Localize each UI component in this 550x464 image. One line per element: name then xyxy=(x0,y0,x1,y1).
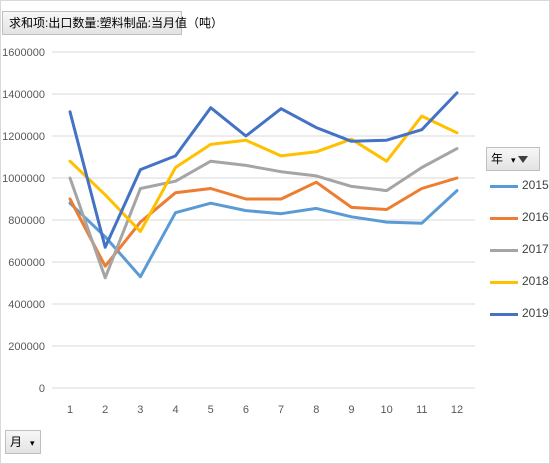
x-tick-label: 11 xyxy=(416,404,427,416)
series-line-2017[interactable] xyxy=(68,147,459,280)
y-tick-label: 1000000 xyxy=(2,173,45,185)
month-field-label: 月 xyxy=(10,435,23,449)
year-field-button[interactable]: 年 ▾ xyxy=(486,147,540,171)
legend-label: 2018 xyxy=(522,274,549,288)
legend-label: 2015 xyxy=(522,178,549,192)
legend-swatch xyxy=(490,313,518,316)
filter-icon[interactable] xyxy=(517,156,528,164)
x-tick-label: 2 xyxy=(102,404,108,416)
legend-item-2015[interactable]: 2015 xyxy=(490,177,550,209)
y-tick-label: 200000 xyxy=(8,341,45,353)
series-line-2016[interactable] xyxy=(68,176,459,268)
value-field-button[interactable]: 求和项:出口数量:塑料制品:当月值（吨） xyxy=(2,11,223,35)
y-tick-label: 0 xyxy=(39,383,45,395)
x-tick-label: 6 xyxy=(243,404,249,416)
y-tick-label: 1400000 xyxy=(2,89,45,101)
legend-item-2018[interactable]: 2018 xyxy=(490,273,550,305)
series-line-2018[interactable] xyxy=(68,114,459,233)
series-line-2019[interactable] xyxy=(68,91,459,249)
y-tick-label: 800000 xyxy=(8,215,45,227)
legend-item-2019[interactable]: 2019 xyxy=(490,305,550,337)
x-tick-label: 4 xyxy=(172,404,178,416)
y-tick-label: 1600000 xyxy=(2,47,45,59)
legend-swatch xyxy=(490,249,518,252)
series-line-2015[interactable] xyxy=(68,189,459,279)
y-tick-label: 400000 xyxy=(8,299,45,311)
legend-swatch xyxy=(490,185,518,188)
x-tick-label: 8 xyxy=(313,404,319,416)
x-tick-label: 10 xyxy=(381,404,393,416)
year-field-label: 年 xyxy=(491,152,504,166)
x-tick-label: 5 xyxy=(208,404,214,416)
legend-swatch xyxy=(490,281,518,284)
legend-item-2017[interactable]: 2017 xyxy=(490,241,550,273)
x-tick-label: 9 xyxy=(348,404,354,416)
dropdown-arrow-icon: ▾ xyxy=(30,438,35,448)
y-tick-label: 600000 xyxy=(8,257,45,269)
legend-label: 2019 xyxy=(522,306,549,320)
legend-label: 2017 xyxy=(522,242,549,256)
legend-label: 2016 xyxy=(522,210,549,224)
x-tick-label: 1 xyxy=(67,404,73,416)
x-tick-label: 3 xyxy=(137,404,143,416)
legend-swatch xyxy=(490,217,518,220)
x-tick-label: 7 xyxy=(278,404,284,416)
y-tick-label: 1200000 xyxy=(2,131,45,143)
month-field-button[interactable]: 月 ▾ xyxy=(5,430,41,454)
value-field-label: 求和项:出口数量:塑料制品:当月值（吨） xyxy=(9,16,224,30)
x-tick-label: 12 xyxy=(451,404,463,416)
legend-item-2016[interactable]: 2016 xyxy=(490,209,550,241)
chart-legend: 2015 2016 2017 2018 2019 xyxy=(490,177,550,337)
dropdown-arrow-icon: ▾ xyxy=(511,155,516,165)
